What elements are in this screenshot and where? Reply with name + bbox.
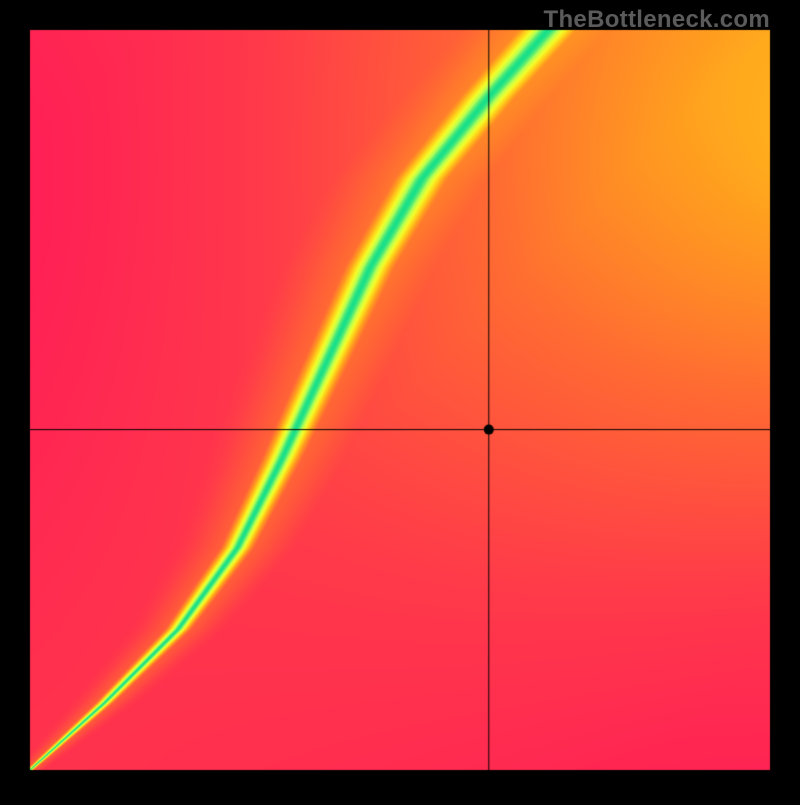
chart-frame: TheBottleneck.com: [0, 0, 800, 800]
bottleneck-heatmap: [0, 0, 800, 800]
watermark-label: TheBottleneck.com: [544, 6, 770, 34]
